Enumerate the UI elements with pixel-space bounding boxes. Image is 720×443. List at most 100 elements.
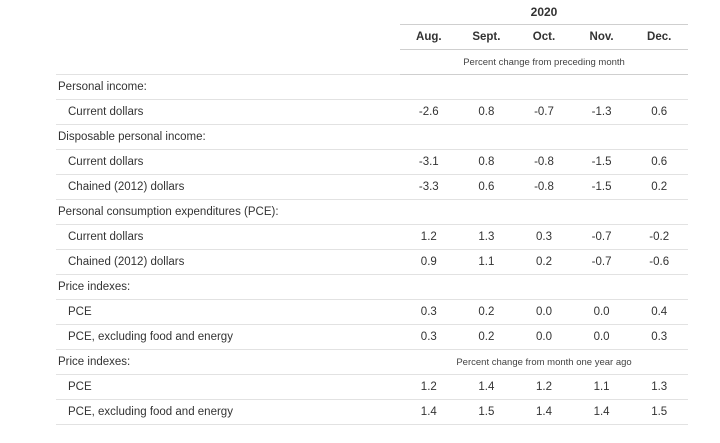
section-label: Price indexes:: [56, 274, 400, 300]
value-cell: 0.3: [400, 324, 458, 350]
value-cell: 0.6: [457, 174, 516, 200]
month-header: Nov.: [589, 31, 614, 43]
month-header: Sept.: [472, 31, 501, 43]
value-cell: 1.2: [515, 374, 573, 400]
table-row: Current dollars -3.1 0.8 -0.8 -1.5 0.6: [56, 149, 689, 175]
table-row: PCE 1.2 1.4 1.2 1.1 1.3: [56, 374, 689, 400]
value-cell: [457, 74, 516, 100]
header-spacer: [56, 25, 400, 50]
value-cell: 0.6: [630, 99, 689, 125]
value-cell: [515, 274, 573, 300]
value-cell: -2.6: [400, 99, 458, 125]
value-cell: [515, 124, 573, 150]
month-header-row: Aug. Sept. Oct. Nov. Dec.: [56, 25, 688, 50]
table-row: Chained (2012) dollars 0.9 1.1 0.2 -0.7 -0.6: [56, 249, 689, 275]
value-cell: 0.9: [400, 249, 458, 275]
value-cell: [630, 199, 689, 225]
table-row: Personal consumption expenditures (PCE):: [56, 199, 689, 225]
table-row: Disposable personal income:: [56, 124, 689, 150]
row-label: PCE: [56, 374, 400, 400]
value-cell: 1.4: [457, 374, 516, 400]
value-cell: -1.3: [572, 99, 631, 125]
year-header-row: 2020: [56, 0, 689, 25]
row-label: Current dollars: [56, 224, 400, 250]
value-cell: 0.2: [457, 299, 516, 325]
value-cell: [630, 124, 689, 150]
section-label: Price indexes:: [56, 349, 400, 375]
value-cell: [572, 199, 631, 225]
unit-header-row: Percent change from preceding month: [56, 49, 689, 75]
value-cell: 0.6: [630, 149, 689, 175]
value-cell: -0.7: [572, 224, 631, 250]
value-cell: [400, 124, 458, 150]
table-row: PCE, excluding food and energy 0.3 0.2 0.0 0…: [56, 324, 689, 350]
unit-mom-label: Percent change from preceding month: [400, 49, 689, 75]
value-cell: [457, 199, 516, 225]
value-cell: -0.8: [515, 149, 573, 175]
value-cell: 0.2: [515, 249, 573, 275]
value-cell: -1.5: [572, 149, 631, 175]
unit-yoy-label: Percent change from month one year ago: [400, 349, 689, 375]
value-cell: -0.2: [630, 224, 689, 250]
value-cell: 1.4: [400, 399, 458, 425]
value-cell: [515, 74, 573, 100]
value-cell: [457, 274, 516, 300]
table-row: Chained (2012) dollars -3.3 0.6 -0.8 -1.5 0.2: [56, 174, 689, 200]
row-label: PCE, excluding food and energy: [56, 324, 400, 350]
value-cell: 0.8: [457, 149, 516, 175]
value-cell: -0.7: [515, 99, 573, 125]
value-cell: 0.3: [515, 224, 573, 250]
row-label: PCE: [56, 299, 400, 325]
table-row: Price indexes: Percent change from month …: [56, 349, 689, 375]
row-label: Chained (2012) dollars: [56, 249, 400, 275]
value-cell: [400, 74, 458, 100]
value-cell: [630, 74, 689, 100]
value-cell: [572, 74, 631, 100]
table-row: PCE, excluding food and energy 1.4 1.5 1.4 1…: [56, 399, 689, 425]
table-row: Personal income:: [56, 74, 689, 100]
row-label: Chained (2012) dollars: [56, 174, 400, 200]
table-row: PCE 0.3 0.2 0.0 0.0 0.4: [56, 299, 689, 325]
value-cell: 1.1: [572, 374, 631, 400]
value-cell: 0.8: [457, 99, 516, 125]
table-row: Current dollars -2.6 0.8 -0.7 -1.3 0.6: [56, 99, 689, 125]
value-cell: 0.0: [572, 324, 631, 350]
value-cell: 0.2: [630, 174, 689, 200]
month-header: Dec.: [647, 31, 672, 43]
row-label: PCE, excluding food and energy: [56, 399, 400, 425]
value-cell: -3.3: [400, 174, 458, 200]
header-spacer: [56, 50, 400, 75]
value-cell: [515, 199, 573, 225]
value-cell: 1.5: [457, 399, 516, 425]
value-cell: 1.3: [630, 374, 689, 400]
value-cell: 1.4: [515, 399, 573, 425]
value-cell: [630, 274, 689, 300]
month-header: Oct.: [532, 31, 556, 43]
section-label: Personal income:: [56, 74, 400, 100]
value-cell: 1.2: [400, 374, 458, 400]
value-cell: [572, 274, 631, 300]
header-spacer: [56, 0, 400, 25]
row-label: Current dollars: [56, 149, 400, 175]
value-cell: 0.0: [572, 299, 631, 325]
value-cell: 0.0: [515, 324, 573, 350]
value-cell: -0.6: [630, 249, 689, 275]
value-cell: 1.2: [400, 224, 458, 250]
value-cell: -0.7: [572, 249, 631, 275]
value-cell: 0.4: [630, 299, 689, 325]
value-cell: 1.1: [457, 249, 516, 275]
value-cell: 1.4: [572, 399, 631, 425]
value-cell: [572, 124, 631, 150]
month-header: Aug.: [416, 31, 442, 43]
value-cell: [400, 199, 458, 225]
value-cell: 0.3: [400, 299, 458, 325]
row-label: Current dollars: [56, 99, 400, 125]
value-cell: 0.3: [630, 324, 689, 350]
value-cell: -3.1: [400, 149, 458, 175]
value-cell: [457, 124, 516, 150]
value-cell: 1.5: [630, 399, 689, 425]
table-row: Price indexes:: [56, 274, 689, 300]
value-cell: 0.0: [515, 299, 573, 325]
value-cell: -0.8: [515, 174, 573, 200]
